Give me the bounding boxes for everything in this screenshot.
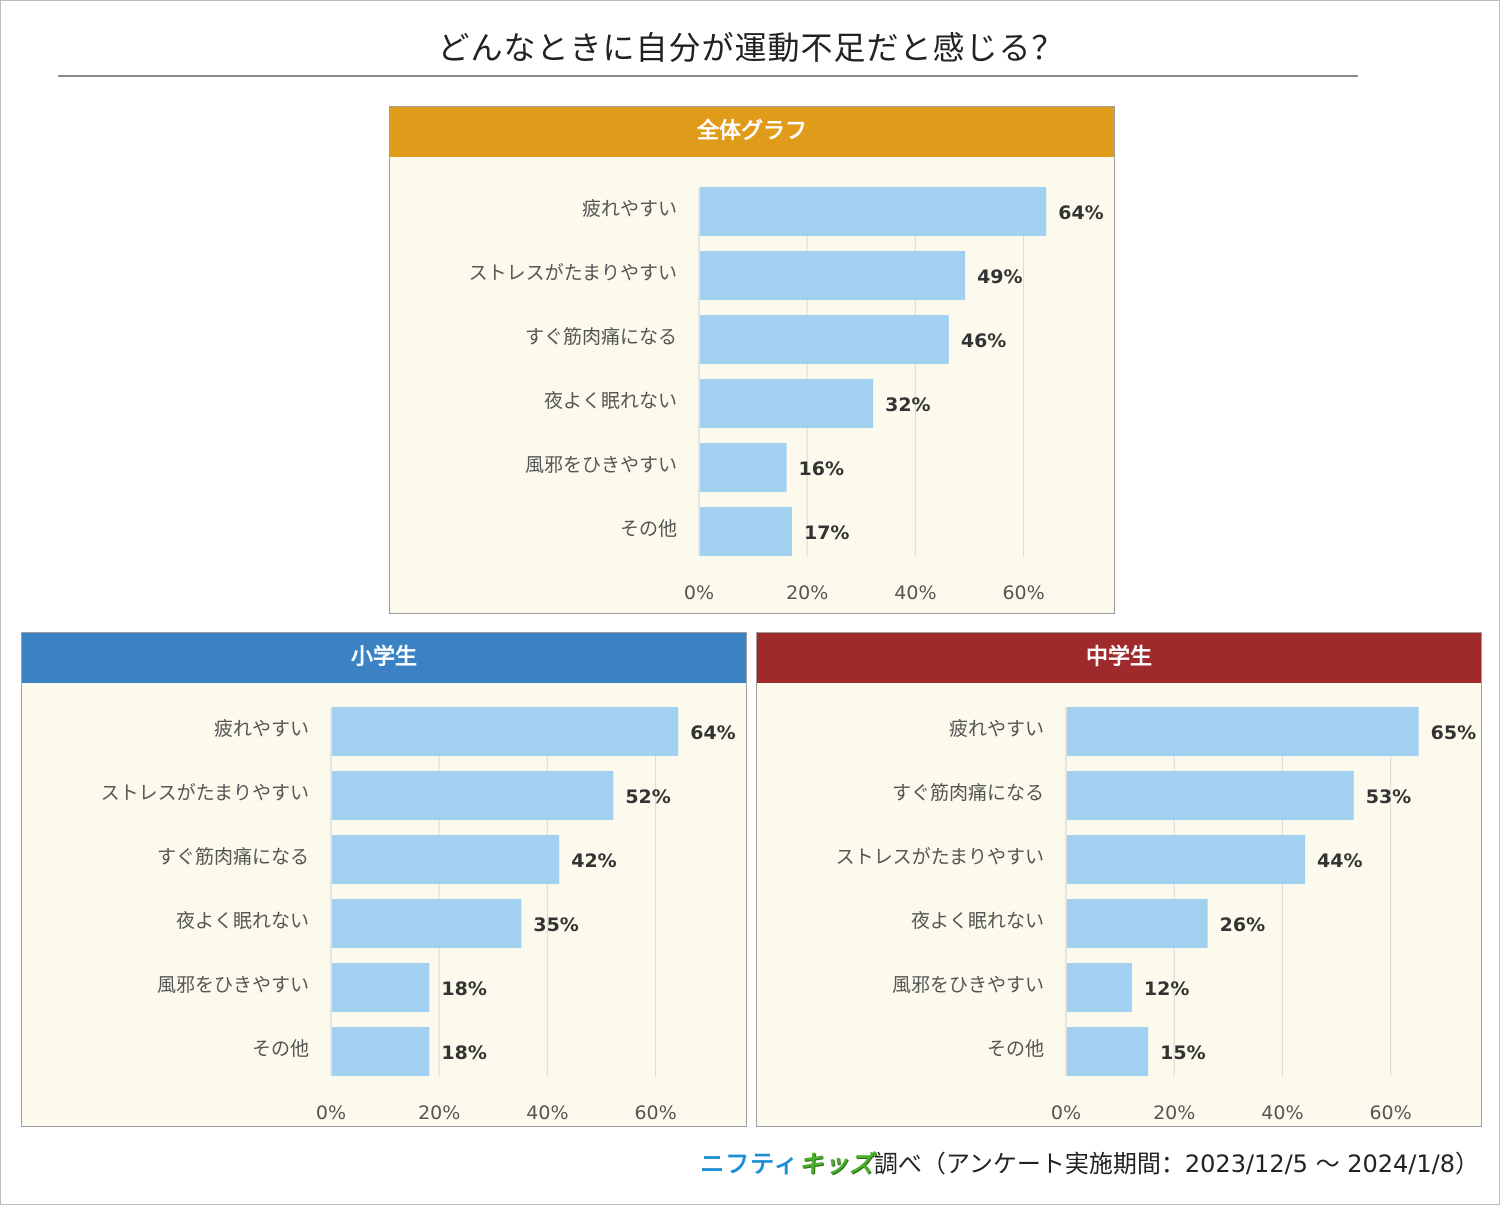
category-label: ストレスがたまりやすい <box>469 262 677 284</box>
data-label: 49% <box>977 266 1022 288</box>
x-tick-label: 20% <box>786 582 828 604</box>
bar <box>332 707 679 756</box>
chart-panel-elementary: 小学生 疲れやすい 64% ストレスがたまりやすい 52% すぐ筋肉痛になる 42% 夜よく… <box>21 632 747 1127</box>
data-label: 12% <box>1144 978 1189 1000</box>
category-label: 風邪をひきやすい <box>892 974 1044 996</box>
category-label: すぐ筋肉痛になる <box>892 782 1044 804</box>
panel-header: 小学生 <box>22 633 746 683</box>
data-label: 35% <box>533 914 578 936</box>
bar <box>1067 771 1354 820</box>
bar <box>332 899 522 948</box>
data-label: 42% <box>571 850 616 872</box>
data-label: 15% <box>1160 1042 1205 1064</box>
chart-panel-junior-high: 中学生 疲れやすい 65% すぐ筋肉痛になる 53% ストレスがたまりやすい 44% 夜よく… <box>756 632 1482 1127</box>
category-label: 疲れやすい <box>214 718 309 740</box>
panel-header: 中学生 <box>757 633 1481 683</box>
bar <box>332 771 614 820</box>
source-footer: ニフティキッズ調べ（アンケート実施期間：2023/12/5 ～ 2024/1/8… <box>700 1144 1479 1179</box>
bar <box>332 963 430 1012</box>
bar <box>700 507 792 556</box>
x-tick-label: 60% <box>1002 582 1044 604</box>
x-tick-label: 0% <box>316 1102 346 1124</box>
x-tick-label: 40% <box>894 582 936 604</box>
data-label: 64% <box>1058 202 1103 224</box>
category-label: すぐ筋肉痛になる <box>525 326 677 348</box>
category-label: ストレスがたまりやすい <box>836 846 1044 868</box>
category-label: 風邪をひきやすい <box>157 974 309 996</box>
bar-chart-overall: 疲れやすい 64% ストレスがたまりやすい 49% すぐ筋肉痛になる 46% 夜よく眠れない… <box>469 187 1104 604</box>
x-tick-label: 60% <box>634 1102 676 1124</box>
bar <box>700 443 787 492</box>
data-label: 18% <box>441 1042 486 1064</box>
bar <box>332 1027 430 1076</box>
data-label: 17% <box>804 522 849 544</box>
data-label: 26% <box>1220 914 1265 936</box>
bar <box>700 187 1047 236</box>
x-tick-label: 0% <box>684 582 714 604</box>
data-label: 52% <box>625 786 670 808</box>
data-label: 65% <box>1431 722 1476 744</box>
data-label: 18% <box>441 978 486 1000</box>
bar-chart-elementary: 疲れやすい 64% ストレスがたまりやすい 52% すぐ筋肉痛になる 42% 夜よく眠れない… <box>101 707 736 1124</box>
bar <box>1067 899 1208 948</box>
source-note: 調べ（アンケート実施期間：2023/12/5 ～ 2024/1/8） <box>873 1150 1479 1178</box>
x-tick-label: 0% <box>1051 1102 1081 1124</box>
data-label: 32% <box>885 394 930 416</box>
x-tick-label: 40% <box>526 1102 568 1124</box>
bar <box>700 379 874 428</box>
panel-header: 全体グラフ <box>390 107 1114 157</box>
data-label: 53% <box>1366 786 1411 808</box>
bar <box>1067 835 1306 884</box>
x-tick-label: 20% <box>418 1102 460 1124</box>
category-label: その他 <box>252 1038 309 1060</box>
category-label: 疲れやすい <box>949 718 1044 740</box>
bar <box>332 835 560 884</box>
data-label: 16% <box>799 458 844 480</box>
category-label: 夜よく眠れない <box>911 910 1044 932</box>
category-label: ストレスがたまりやすい <box>101 782 309 804</box>
category-label: 夜よく眠れない <box>544 390 677 412</box>
data-label: 64% <box>690 722 735 744</box>
x-tick-label: 60% <box>1369 1102 1411 1124</box>
category-label: その他 <box>987 1038 1044 1060</box>
bar-chart-junior-high: 疲れやすい 65% すぐ筋肉痛になる 53% ストレスがたまりやすい 44% 夜よく眠れない… <box>836 707 1476 1124</box>
bar <box>1067 707 1419 756</box>
chart-panel-overall: 全体グラフ 疲れやすい 64% ストレスがたまりやすい 49% すぐ筋肉痛になる 46% 夜… <box>389 106 1115 614</box>
category-label: 疲れやすい <box>582 198 677 220</box>
bar <box>1067 963 1132 1012</box>
brand-logo-text-part1: ニフティ <box>700 1150 799 1178</box>
data-label: 46% <box>961 330 1006 352</box>
bar <box>1067 1027 1149 1076</box>
category-label: 夜よく眠れない <box>176 910 309 932</box>
x-tick-label: 20% <box>1153 1102 1195 1124</box>
title-divider <box>58 75 1358 77</box>
category-label: すぐ筋肉痛になる <box>157 846 309 868</box>
category-label: 風邪をひきやすい <box>525 454 677 476</box>
bar <box>700 251 966 300</box>
x-tick-label: 40% <box>1261 1102 1303 1124</box>
category-label: その他 <box>620 518 677 540</box>
data-label: 44% <box>1317 850 1362 872</box>
page-title: どんなときに自分が運動不足だと感じる？ <box>437 29 1065 67</box>
brand-logo-text-part2: キッズ <box>798 1150 874 1178</box>
bar <box>700 315 949 364</box>
